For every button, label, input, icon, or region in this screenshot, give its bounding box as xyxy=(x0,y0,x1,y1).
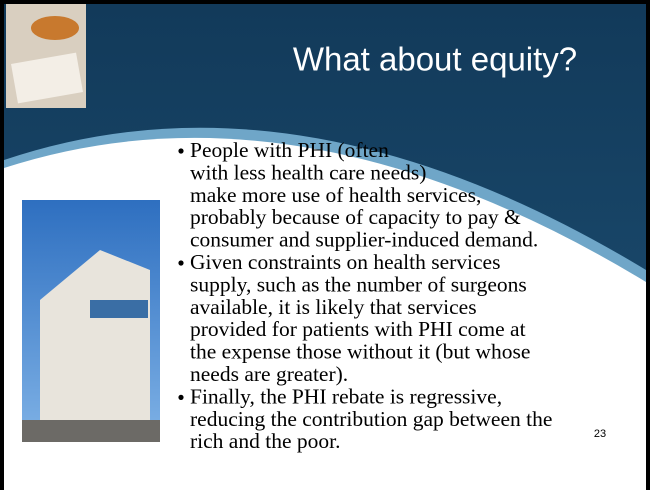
slide: What about equity? People with PHI (ofte… xyxy=(0,0,650,490)
pills xyxy=(31,16,79,40)
slide-title: What about equity? xyxy=(293,41,577,78)
hospital-base xyxy=(22,420,160,442)
bullet-text: make more use of health services, xyxy=(190,183,481,207)
bullet-text: supply, such as the number of surgeons xyxy=(190,272,527,296)
page: {"slide": { "title": "What about equity?… xyxy=(0,0,650,490)
bullet-text: with less health care needs) xyxy=(190,160,426,184)
hospital-sign xyxy=(90,300,148,318)
bullet-dot xyxy=(178,395,183,400)
bullet-text: probably because of capacity to pay & xyxy=(190,205,521,229)
bullet-text: available, it is likely that services xyxy=(190,295,477,319)
bullet-text: Given constraints on health services xyxy=(190,250,500,274)
bullet-dot xyxy=(178,260,183,265)
bullet-text: rich and the poor. xyxy=(190,429,340,453)
bullet-text: the expense those without it (but whose xyxy=(190,340,530,364)
bullet-dot xyxy=(178,148,183,153)
page-number: 23 xyxy=(594,428,606,440)
bullet-text: reducing the contribution gap between th… xyxy=(190,407,552,431)
bullet-text: provided for patients with PHI come at xyxy=(190,317,526,341)
bullet-text: needs are greater). xyxy=(190,362,348,386)
bullet-text: consumer and supplier-induced demand. xyxy=(190,228,538,252)
bullet-text: Finally, the PHI rebate is regressive, xyxy=(190,384,502,408)
bullet-text: People with PHI (often xyxy=(190,138,389,162)
